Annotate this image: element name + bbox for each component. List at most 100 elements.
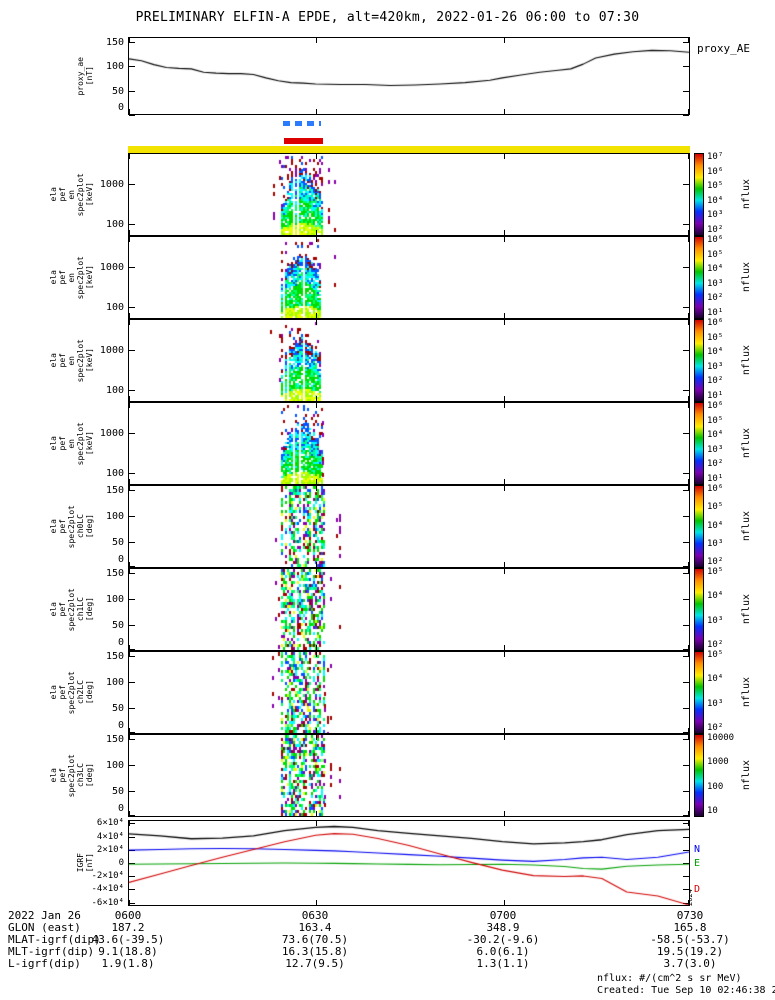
y-tick-label: 0 xyxy=(117,720,124,731)
y-tick-label: 150 xyxy=(105,734,124,746)
x-tick-mark xyxy=(688,562,689,567)
panel-ylabel-line: pef xyxy=(58,685,67,700)
y-tick-mark xyxy=(129,184,135,185)
colorbar-tick-label: 10¹ xyxy=(707,391,724,401)
ephemeris-value: 73.6(70.5) xyxy=(281,933,349,946)
colorbar-tick-label: 10⁵ xyxy=(707,650,724,660)
x-tick-mark xyxy=(129,728,130,733)
y-tick-mark xyxy=(683,473,689,474)
panel-ylabel-line: spec2plot xyxy=(67,670,76,715)
x-tick-mark xyxy=(316,562,317,567)
y-tick-mark xyxy=(129,473,135,474)
colorbar-tick-label: 10² xyxy=(707,459,724,470)
x-tick-mark xyxy=(316,237,317,242)
y-tick-mark xyxy=(683,115,689,116)
colorbar-5 xyxy=(694,485,704,568)
y-tick-mark xyxy=(683,307,689,308)
y-tick-label: 6×10⁴ xyxy=(96,818,124,829)
y-tick-mark xyxy=(129,599,135,600)
panel-ylabel-line: pef xyxy=(58,436,67,451)
panel-ylabel-line: ela xyxy=(49,436,58,451)
colorbar-tick-label: 10⁶ xyxy=(707,235,724,245)
colorbar-8 xyxy=(694,734,704,817)
colorbar-title-nflux: nflux xyxy=(741,734,754,817)
x-tick-mark xyxy=(504,569,505,574)
x-tick-mark xyxy=(316,486,317,491)
x-tick-mark xyxy=(316,403,317,408)
x-tick-mark xyxy=(129,313,130,318)
created-timestamp: Created: Tue Sep 10 02:46:38 2024 xyxy=(597,985,775,996)
colorbar-tick-label: 10³ xyxy=(707,538,724,549)
y-tick-mark xyxy=(129,433,135,434)
panel-ylabel-line: pef xyxy=(58,353,67,368)
x-tick-mark xyxy=(316,645,317,650)
colorbar-tick-label: 10⁴ xyxy=(707,591,724,602)
y-tick-label: 50 xyxy=(111,703,124,715)
y-tick-label: 1000 xyxy=(99,179,124,191)
ephemeris-value: 1.9(1.8) xyxy=(101,957,155,970)
colorbar-title-nflux: nflux xyxy=(741,651,754,734)
x-tick-mark xyxy=(316,479,317,484)
colorbar-tick-label: 10⁷ xyxy=(707,152,724,162)
x-tick-mark xyxy=(129,320,130,325)
x-tick-mark xyxy=(504,562,505,567)
x-tick-mark xyxy=(688,735,689,740)
igrf-series-letter-E: E xyxy=(694,858,701,869)
x-tick-mark xyxy=(129,645,130,650)
ephemeris-value: 16.3(15.8) xyxy=(281,945,349,958)
x-tick-mark xyxy=(316,154,317,159)
y-tick-label: 0 xyxy=(117,803,124,814)
colorbar-tick-label: 10³ xyxy=(707,698,724,709)
x-tick-mark xyxy=(129,569,130,574)
panel-ylabel-line: ela xyxy=(49,353,58,368)
y-tick-mark xyxy=(129,516,135,517)
y-tick-label: 0 xyxy=(117,554,124,565)
x-tick-mark xyxy=(688,811,689,816)
colorbar-6 xyxy=(694,568,704,651)
ephemeris-row-label: L-igrf(dip) xyxy=(8,957,81,970)
x-tick-mark xyxy=(129,486,130,491)
y-tick-mark xyxy=(129,682,135,683)
x-tick-mark xyxy=(688,313,689,318)
x-tick-mark xyxy=(504,230,505,235)
colorbar-tick-label: 10⁴ xyxy=(707,195,724,206)
y-tick-mark xyxy=(129,566,135,567)
x-tick-mark xyxy=(504,313,505,318)
proxy-ae-right-label: proxy_AE xyxy=(697,42,750,55)
ephemeris-value: -58.5(-53.7) xyxy=(650,933,730,946)
y-tick-mark xyxy=(683,566,689,567)
nflux-label: nflux xyxy=(741,262,752,293)
x-tick-mark xyxy=(316,569,317,574)
colorbar-tick-label: 10⁴ xyxy=(707,674,724,685)
ephemeris-value: 9.1(18.8) xyxy=(98,945,158,958)
spectrogram-canvas-1 xyxy=(129,154,689,235)
y-tick-label: 150 xyxy=(105,36,124,48)
y-tick-mark xyxy=(683,490,689,491)
colorbar-tick-label: 10⁴ xyxy=(707,264,724,275)
y-tick-label: 0 xyxy=(117,637,124,648)
y-tick-mark xyxy=(683,433,689,434)
x-tick-mark xyxy=(504,320,505,325)
y-tick-label: 100 xyxy=(105,594,124,606)
nflux-label: nflux xyxy=(741,179,752,210)
colorbar-tick-label: 10⁶ xyxy=(707,401,724,411)
y-tick-label: 100 xyxy=(105,677,124,689)
colorbar-tick-label: 10⁵ xyxy=(707,249,724,260)
y-tick-label: 50 xyxy=(111,537,124,549)
colorbar-tick-label: 10⁵ xyxy=(707,332,724,343)
x-tick-mark xyxy=(316,652,317,657)
colorbar-tick-label: 10² xyxy=(707,293,724,304)
colorbar-tick-label: 10⁶ xyxy=(707,484,724,494)
colorbar-tick-label: 1000 xyxy=(707,757,729,768)
time-tick-label: 0730 xyxy=(676,909,704,922)
ephemeris-value: 187.2 xyxy=(111,921,145,934)
colorbar-4 xyxy=(694,402,704,485)
y-tick-mark xyxy=(683,224,689,225)
nflux-label: nflux xyxy=(741,760,752,791)
x-tick-mark xyxy=(688,569,689,574)
ephemeris-value: 43.6(-39.5) xyxy=(91,933,165,946)
ephemeris-row-label: MLT-igrf(dip) xyxy=(8,945,95,958)
colorbar-tick-label: 10² xyxy=(707,557,724,567)
x-tick-mark xyxy=(688,652,689,657)
y-tick-mark xyxy=(129,708,135,709)
